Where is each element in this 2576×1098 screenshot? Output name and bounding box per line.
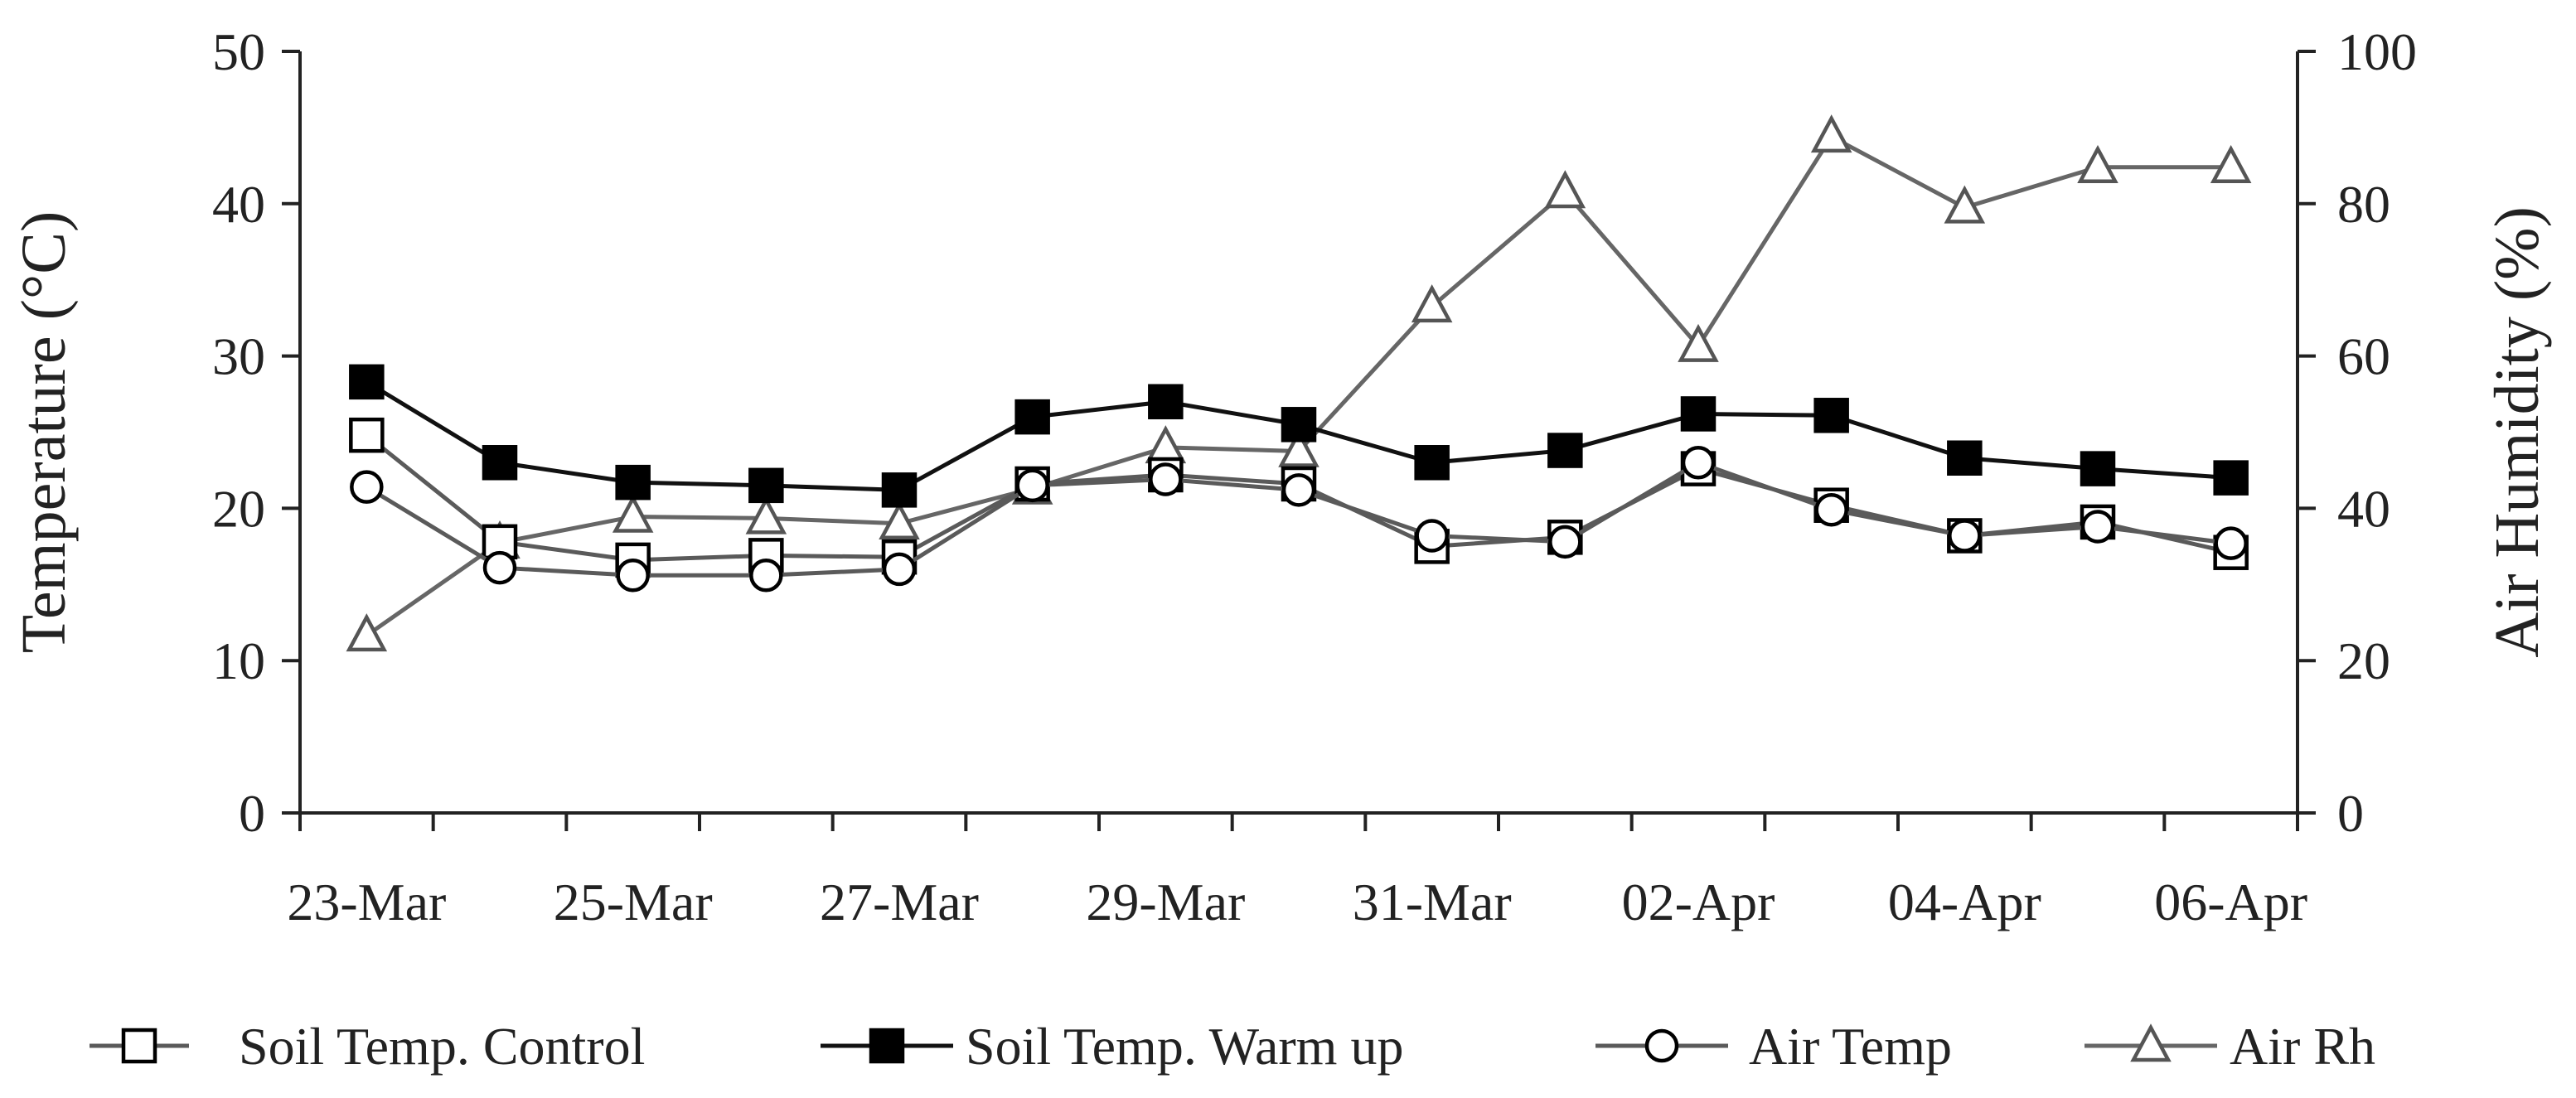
data-point-air-rh: [1944, 185, 1986, 224]
y-right-tick-label: 100: [2337, 22, 2417, 81]
x-tick-label: 27-Mar: [820, 873, 979, 931]
legend-item-soil-temp-warm-up: Soil Temp. Warm up: [821, 1017, 1403, 1076]
y-right-tick-label: 40: [2337, 479, 2390, 538]
data-point-soil-temp-warm-up: [1813, 398, 1849, 433]
data-point-soil-temp-warm-up: [1947, 440, 1983, 476]
y-left-tick-label: 50: [212, 22, 265, 81]
x-tick-label: 25-Mar: [554, 873, 713, 931]
x-tick-label: 23-Mar: [287, 873, 446, 931]
data-point-air-temp: [2080, 510, 2115, 544]
data-point-air-temp: [616, 559, 650, 593]
data-point-soil-temp-warm-up: [881, 472, 918, 508]
data-point-air-temp: [350, 470, 384, 504]
data-point-air-temp: [1149, 462, 1183, 496]
legend-marker: [121, 1028, 157, 1064]
y-left-tick-label: 0: [239, 784, 265, 843]
data-point-soil-temp-warm-up: [1014, 399, 1050, 435]
legend-marker: [2130, 1023, 2172, 1062]
y-axis-left-title: Temperature (°C): [9, 211, 79, 654]
data-point-air-rh: [612, 494, 654, 533]
data-point-air-rh: [346, 613, 388, 652]
data-point-air-temp: [1548, 525, 1582, 559]
data-point-soil-temp-warm-up: [2080, 451, 2116, 486]
data-point-air-temp: [1415, 519, 1449, 553]
y-right-tick-label: 60: [2337, 327, 2390, 386]
data-point-soil-temp-warm-up: [1680, 396, 1717, 432]
x-tick-label: 06-Apr: [2154, 873, 2307, 931]
data-point-soil-temp-warm-up: [482, 445, 518, 481]
legend-item-air-rh: Air Rh: [2085, 1017, 2375, 1076]
x-tick-label: 02-Apr: [1622, 873, 1775, 931]
data-point-soil-temp-warm-up: [1547, 433, 1583, 468]
y-left-tick-label: 20: [212, 479, 265, 538]
data-point-air-rh: [1544, 170, 1586, 209]
series-layer: [346, 114, 2252, 652]
legend-label: Air Temp: [1749, 1017, 1952, 1076]
data-point-soil-temp-warm-up: [1414, 445, 1450, 481]
series-air-rh: [346, 114, 2252, 652]
x-tick-label: 29-Mar: [1086, 873, 1245, 931]
data-point-soil-temp-warm-up: [2213, 460, 2249, 496]
legend-item-soil-temp-control: Soil Temp. Control: [90, 1017, 645, 1076]
data-point-air-temp: [1281, 473, 1316, 507]
data-point-air-temp: [1015, 468, 1049, 503]
y-left-tick-label: 40: [212, 175, 265, 234]
data-point-air-rh: [1678, 323, 1719, 362]
y-left-tick-label: 10: [212, 631, 265, 690]
data-point-air-temp: [482, 550, 517, 585]
labels: 0 10 20 30 40 50 0 20 40 60 80 100 23-Mar 25-Mar 27-Ma…: [9, 22, 2552, 931]
data-point-air-rh: [1411, 284, 1453, 323]
legend-label: Soil Temp. Warm up: [966, 1017, 1403, 1076]
y-right-tick-label: 80: [2337, 175, 2390, 234]
legend-label: Air Rh: [2230, 1017, 2375, 1076]
data-point-air-rh: [879, 501, 920, 540]
data-point-air-temp: [749, 559, 783, 593]
series-air-temp: [350, 446, 2248, 593]
data-point-air-temp: [2214, 526, 2248, 560]
data-point-air-rh: [2077, 144, 2118, 183]
legend: Soil Temp. Control Soil Temp. Warm up Air …: [90, 1017, 2375, 1076]
data-point-air-temp: [1814, 492, 1848, 527]
data-point-air-rh: [1278, 428, 1319, 467]
data-point-air-rh: [1810, 114, 1852, 153]
y-axis-right-title: Air Humidity (%): [2482, 206, 2552, 658]
legend-label: Soil Temp. Control: [239, 1017, 645, 1076]
data-point-air-rh: [1145, 425, 1187, 464]
data-point-air-rh: [745, 496, 787, 534]
series-soil-temp-warm-up: [349, 364, 2249, 508]
data-point-soil-temp-warm-up: [1148, 384, 1184, 419]
legend-item-air-temp: Air Temp: [1595, 1017, 1952, 1076]
y-left-tick-label: 30: [212, 327, 265, 386]
legend-marker: [1644, 1028, 1679, 1063]
y-right-tick-label: 20: [2337, 631, 2390, 690]
data-point-air-rh: [2210, 144, 2252, 183]
y-right-tick-label: 0: [2337, 784, 2364, 843]
data-point-soil-temp-warm-up: [615, 464, 651, 501]
data-point-air-temp: [882, 552, 917, 587]
legend-marker: [869, 1028, 905, 1064]
data-point-air-temp: [1681, 446, 1716, 480]
data-point-soil-temp-warm-up: [349, 364, 385, 400]
data-point-soil-temp-warm-up: [748, 467, 784, 504]
x-tick-label: 31-Mar: [1353, 873, 1512, 931]
data-point-air-temp: [1948, 519, 1982, 553]
x-tick-label: 04-Apr: [1888, 873, 2041, 931]
data-point-soil-temp-warm-up: [1281, 407, 1317, 443]
data-point-soil-temp-control: [349, 417, 385, 453]
axes: [282, 50, 2316, 831]
